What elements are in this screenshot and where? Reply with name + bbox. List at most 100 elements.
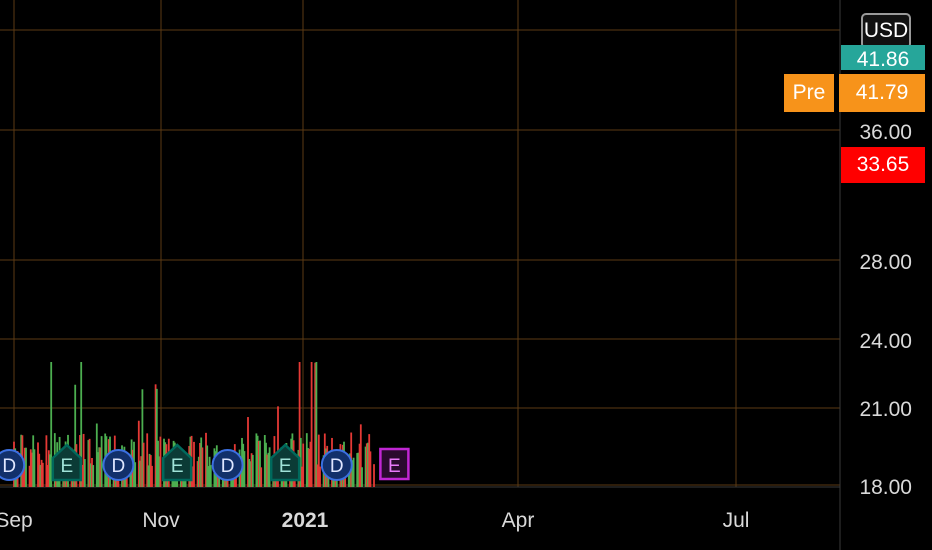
volume-bar — [255, 433, 258, 487]
dividend-marker[interactable]: D — [102, 449, 135, 481]
volume-bar — [134, 462, 137, 487]
volume-bar — [256, 435, 259, 487]
volume-bar — [139, 460, 141, 487]
volume-bar — [250, 453, 253, 487]
volume-bar — [307, 447, 309, 487]
event-marker-label: E — [388, 456, 401, 477]
volume-bar — [347, 464, 350, 487]
volume-bar — [316, 464, 319, 487]
volume-bar — [356, 453, 359, 487]
volume-bar — [257, 441, 260, 487]
event-marker-label: D — [2, 456, 16, 477]
volume-bar — [39, 464, 42, 487]
volume-bar — [81, 464, 84, 487]
volume-bar — [140, 456, 143, 487]
volume-bar — [248, 458, 251, 487]
volume-bar — [149, 455, 152, 487]
volume-bar — [92, 465, 95, 487]
volume-bar — [38, 453, 41, 487]
volume-bar — [310, 362, 313, 487]
event-marker-label: D — [112, 456, 126, 477]
volume-bar — [89, 463, 92, 487]
volume-bar — [154, 384, 157, 487]
volume-bar — [317, 434, 320, 487]
pre-label: Pre — [784, 74, 834, 112]
volume-bar — [137, 420, 140, 487]
volume-bar — [369, 451, 372, 487]
volume-bar — [368, 434, 371, 487]
volume-bar — [373, 464, 375, 487]
price-axis[interactable]: 36.00 28.00 24.00 21.00 18.00 — [859, 121, 912, 499]
volume-bar — [28, 465, 31, 487]
volume-bar — [25, 447, 27, 487]
volume-bar — [40, 459, 43, 487]
volume-bar — [99, 447, 102, 487]
target-price-tag: 33.65 — [841, 147, 925, 183]
volume-bar — [207, 466, 210, 487]
volume-bar — [308, 448, 311, 487]
volume-bar — [151, 465, 153, 487]
target-price-label: 33.65 — [856, 153, 910, 176]
volume-bar — [147, 465, 150, 487]
earnings-marker[interactable]: E — [379, 447, 410, 481]
x-tick-label: Sep — [0, 509, 33, 532]
volume-bar — [32, 435, 35, 487]
volume-bar — [157, 440, 159, 487]
y-tick-label: 24.00 — [859, 330, 912, 353]
volume-bar — [141, 389, 144, 487]
volume-bar — [367, 442, 369, 487]
volume-bar — [260, 467, 263, 487]
volume-bar — [97, 452, 99, 487]
volume-bar — [309, 441, 312, 487]
volume-bar — [33, 449, 36, 487]
y-tick-label: 36.00 — [859, 121, 912, 144]
volume-bar — [155, 388, 158, 487]
volume-bar — [31, 452, 33, 487]
earnings-marker[interactable]: E — [269, 443, 301, 482]
x-tick-label: Apr — [502, 509, 535, 532]
pre-price-tag: Pre 41.79 — [784, 74, 925, 112]
volume-bar — [41, 462, 44, 487]
volume-bar — [191, 466, 194, 487]
volume-bar — [315, 362, 318, 487]
volume-bar — [314, 362, 317, 487]
earnings-marker[interactable]: E — [51, 443, 83, 482]
volume-bar — [249, 461, 252, 487]
earnings-marker[interactable]: E — [161, 443, 193, 482]
x-tick-label: 2021 — [282, 509, 329, 532]
volume-bar — [251, 454, 254, 487]
volume-bar — [361, 467, 363, 487]
dividend-marker[interactable]: D — [320, 449, 353, 481]
event-marker-label: E — [60, 456, 73, 477]
currency-button[interactable]: USD — [861, 13, 911, 49]
volume-bar — [197, 456, 200, 487]
volume-bar — [209, 465, 212, 487]
volume-bar — [199, 443, 201, 487]
volume-bar — [298, 362, 301, 487]
x-tick-label: Jul — [723, 509, 750, 532]
volume-bar — [148, 453, 151, 487]
volume-bar — [22, 462, 25, 487]
volume-bar — [247, 417, 249, 487]
volume-bar — [319, 466, 321, 487]
dividend-marker[interactable]: D — [0, 449, 26, 481]
volume-bar — [263, 435, 266, 487]
volume-bar — [200, 437, 203, 487]
volume-bar — [206, 445, 209, 487]
volume-bar — [243, 451, 246, 487]
volume-bar — [365, 443, 368, 487]
volume-bar — [146, 433, 149, 487]
volume-bar — [83, 459, 86, 487]
volume-bar — [158, 456, 161, 487]
volume-bar — [352, 457, 355, 487]
volume-bar — [193, 441, 195, 487]
event-marker-label: E — [171, 456, 184, 477]
volume-bar — [266, 454, 269, 487]
volume-bar — [277, 406, 279, 487]
y-tick-label: 18.00 — [859, 476, 912, 499]
volume-bar — [364, 446, 367, 487]
volume-bar — [299, 437, 302, 487]
dividend-marker[interactable]: D — [211, 449, 244, 481]
time-axis[interactable]: Sep Nov 2021 Apr Jul — [0, 509, 749, 532]
